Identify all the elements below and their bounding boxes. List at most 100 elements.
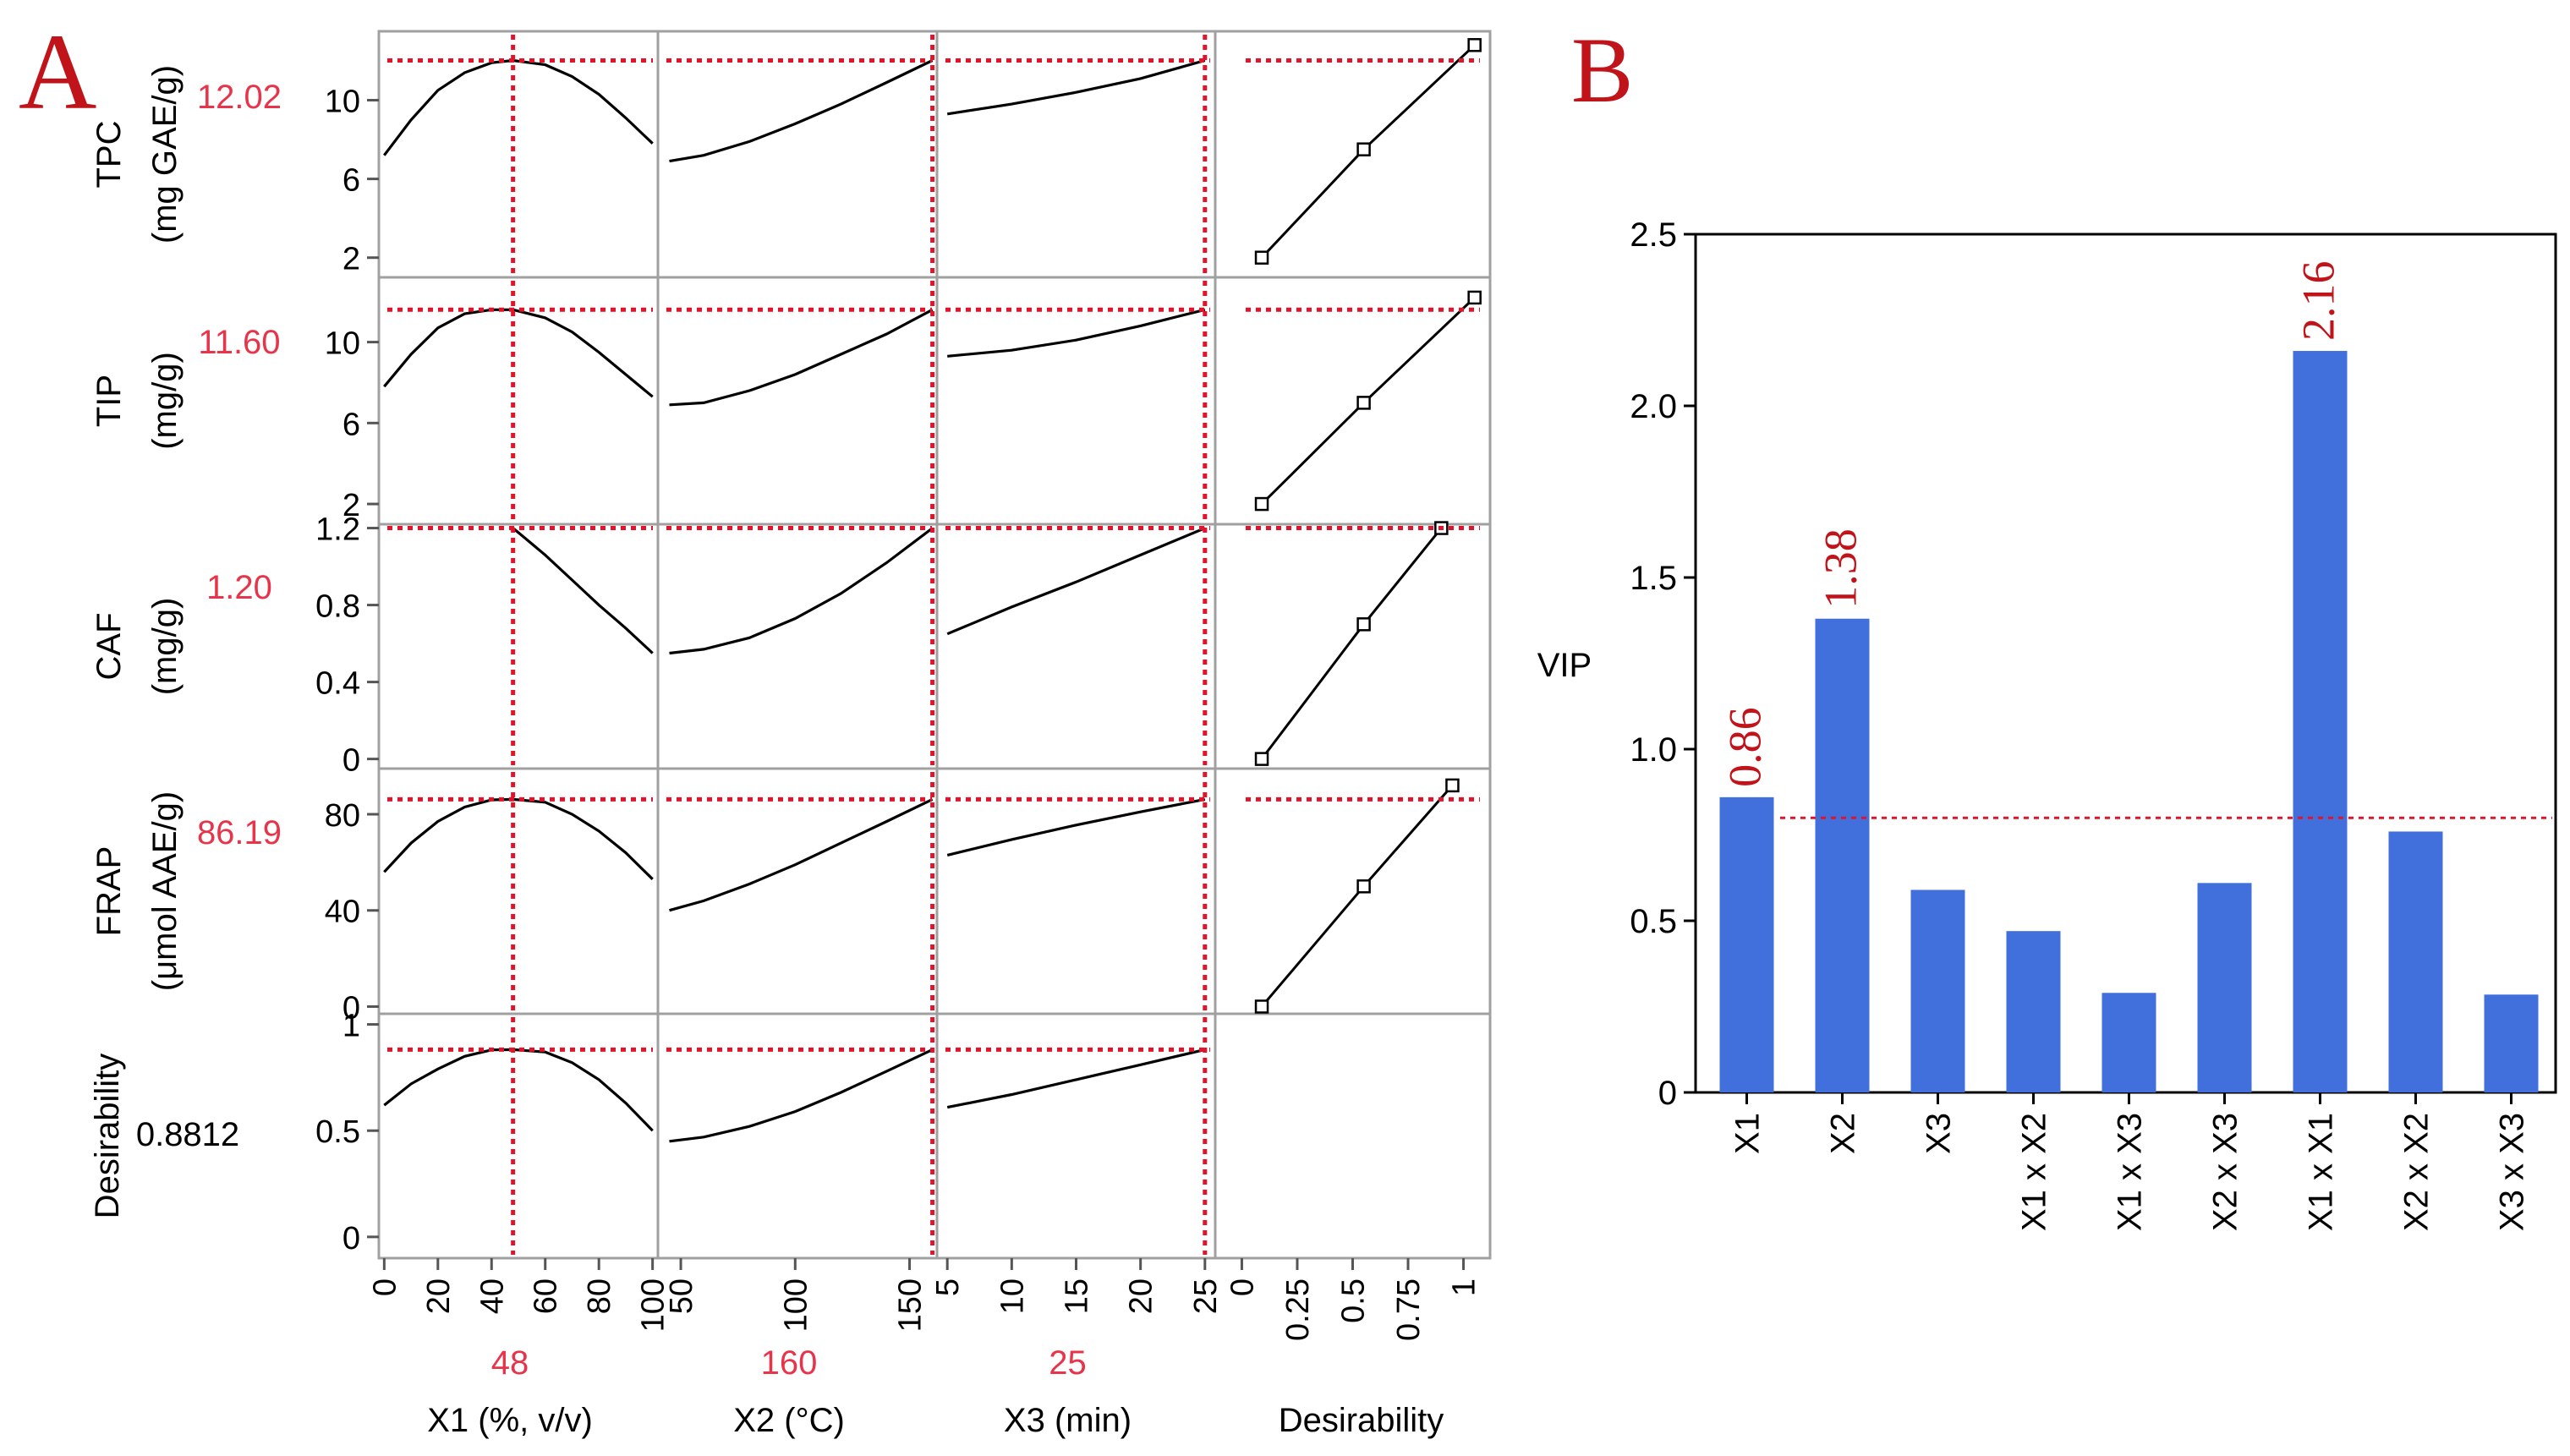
column-current-setting: 160 [761,1344,818,1382]
x-tick-label: 40 [474,1278,510,1314]
y-tick-label: 10 [325,84,360,119]
x-tick-label: 80 [582,1278,617,1314]
profiler-cell-2-3 [935,276,1217,526]
desirability-handle[interactable] [1467,290,1482,305]
vip-y-tick-label: 0 [1658,1075,1677,1112]
row-label-desirability: Desirability [89,1054,126,1219]
vip-x-tick-label: X1 [1729,1113,1767,1154]
vip-bar[interactable] [1910,889,1965,1092]
y-tick-label: 80 [325,798,360,834]
panel-b-label: B [1571,19,1633,122]
desirability-handle[interactable] [1356,142,1371,156]
desirability-handle[interactable] [1254,250,1269,265]
response-curve-x2 [669,308,934,407]
desirability-handle[interactable] [1254,999,1269,1014]
vip-x-tick-label: X2 x X2 [2398,1113,2436,1231]
desirability-handle[interactable] [1467,38,1482,52]
x-tick-label: 0.5 [1336,1278,1372,1323]
desirability-handle[interactable] [1254,496,1269,512]
y-tick-label: 0 [342,1221,360,1256]
response-curve-x3 [946,1048,1206,1109]
x-tick-label: 100 [636,1278,671,1332]
y-tick-label: 0 [342,990,360,1026]
profiler-cell-3-2 [656,523,939,770]
profiler-cell-4-2 [656,767,939,1015]
profiler-cell-1-2 [656,30,939,279]
y-tick-label: 2 [342,242,360,277]
x-tick-label: 0.75 [1391,1278,1427,1341]
x-tick-label: 0 [1225,1278,1260,1296]
response-curve-x1 [512,527,654,654]
column-current-setting: 48 [491,1344,529,1382]
profiler-cell-2-1 [377,276,660,526]
vip-value-label: 1.38 [1816,528,1866,609]
desirability-handle[interactable] [1254,752,1269,766]
y-tick-label: 0.4 [315,666,360,702]
desirability-function-line [1260,527,1443,760]
vip-value-label: 0.86 [1720,707,1771,787]
row-label-caf: CAF [90,613,128,681]
x-tick-label: 0 [367,1278,403,1296]
x-tick-label: 60 [529,1278,564,1314]
response-curve-x1 [383,58,654,156]
x-tick-label: 50 [664,1278,699,1314]
vip-x-tick-label: X1 x X2 [2016,1113,2053,1231]
vip-x-tick-label: X1 x X3 [2112,1113,2149,1231]
vip-bar[interactable] [1815,618,1870,1092]
vip-x-tick-label: X3 [1921,1113,1958,1154]
row-label-frap: FRAP [90,846,128,937]
response-curve-x2 [669,59,934,163]
vip-bar-chart-panel: B 0 0.5 1.0 1.5 2.0 2.5 VIP X1 0.86 X2 1.38 X3 X1 x … [1537,19,2557,1231]
column-factor-name: Desirability [1279,1402,1444,1439]
vip-x-tick-label: X2 [1825,1113,1862,1154]
row-current-value: 86.19 [197,814,282,851]
panel-a-label: A [19,12,96,132]
response-curve-x1 [383,797,654,880]
vip-value-label: 2.16 [2293,261,2344,342]
x-tick-label: 10 [995,1278,1030,1314]
row-unit-tpc: (mg GAE/g) [146,65,184,244]
vip-bar[interactable] [2101,993,2156,1092]
column-factor-name: X1 (%, v/v) [427,1402,593,1439]
row-label-tpc: TPC [90,121,128,189]
vip-bar[interactable] [2293,351,2348,1092]
row-unit-caf: (mg/g) [146,598,184,696]
profiler-cell-3-3 [935,523,1217,770]
y-tick-label: 0 [342,743,360,779]
column-factor-name: X3 (min) [1004,1402,1132,1439]
profiler-cell-4-4 [1214,767,1492,1015]
desirability-handle[interactable] [1445,778,1460,793]
y-tick-label: 10 [325,326,360,362]
y-tick-label: 40 [325,895,360,930]
desirability-handle[interactable] [1356,396,1371,410]
response-curve-x3 [946,58,1206,116]
y-tick-label: 0.8 [315,589,360,625]
x-tick-label: 100 [778,1278,814,1332]
profiler-cell-2-4 [1214,276,1492,526]
profiler-cell-2-2 [656,276,939,526]
response-curve-x1 [383,308,654,398]
vip-x-tick-label: X1 x X1 [2303,1113,2340,1231]
x-tick-label: 25 [1188,1278,1224,1314]
vip-bar[interactable] [2388,831,2443,1092]
response-curve-x1 [383,1048,654,1132]
x-tick-label: 150 [893,1278,929,1332]
y-tick-label: 1.2 [315,512,360,548]
profiler-cell-3-4 [1214,523,1492,770]
desirability-handle[interactable] [1356,879,1371,894]
vip-bar[interactable] [2006,931,2061,1092]
profiler-cell-3-1 [377,523,660,770]
vip-bar[interactable] [2197,883,2252,1092]
y-tick-label: 2 [342,488,360,523]
vip-bar[interactable] [2484,994,2539,1092]
y-tick-label: 1 [342,1009,360,1044]
x-tick-label: 1 [1447,1278,1482,1296]
row-current-value: 11.60 [198,324,280,361]
response-curve-x3 [947,308,1206,358]
vip-bar[interactable] [1719,796,1774,1092]
desirability-function-line [1260,784,1454,1008]
vip-y-tick-label: 1.0 [1630,731,1677,769]
desirability-handle[interactable] [1356,617,1371,632]
vip-y-tick-label: 0.5 [1630,903,1677,940]
